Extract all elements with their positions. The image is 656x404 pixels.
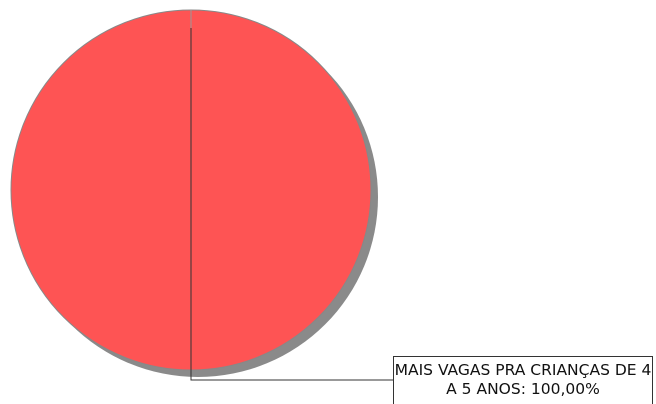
data-label: MAIS VAGAS PRA CRIANÇAS DE 4 A 5 ANOS: 1… [393, 356, 653, 404]
leader-line [190, 28, 393, 381]
